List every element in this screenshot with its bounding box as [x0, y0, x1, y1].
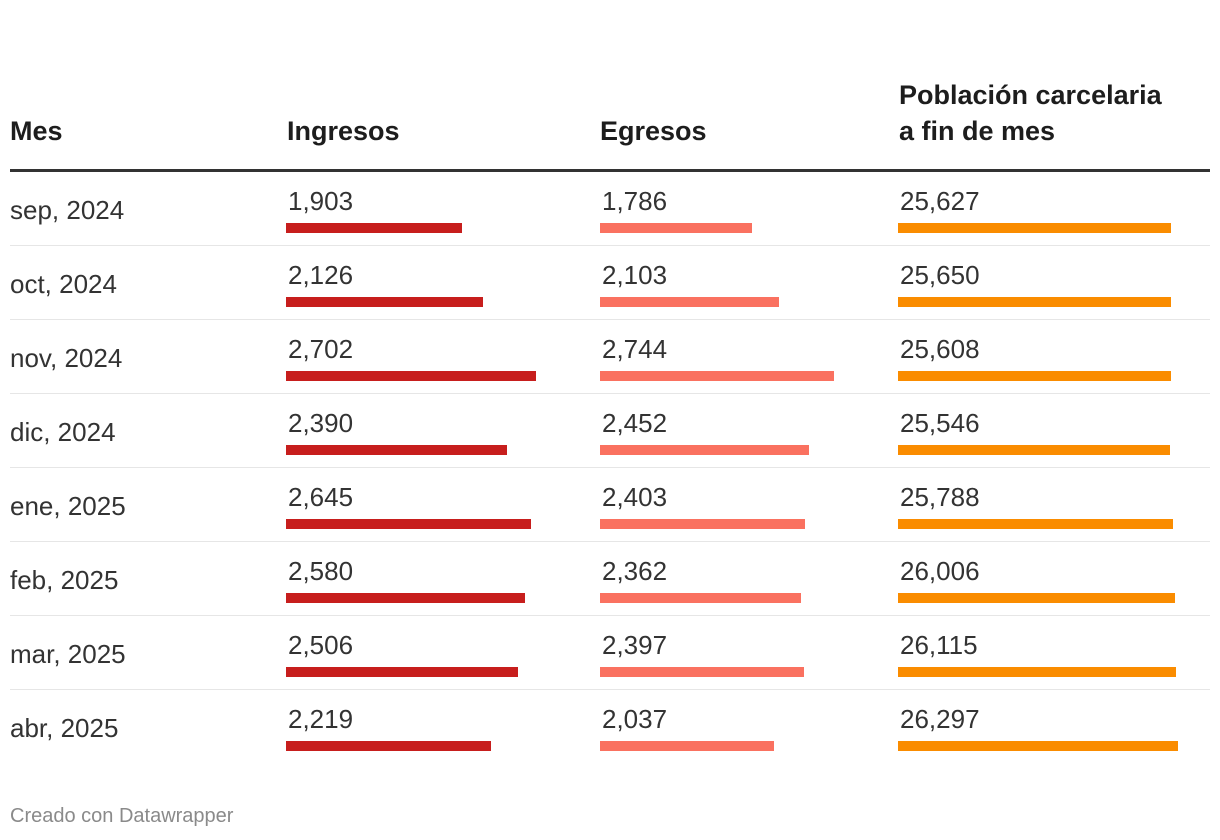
value-label-egresos: 2,103 [602, 260, 668, 290]
cell-egresos: 2,037 [600, 704, 774, 751]
cell-ingresos: 1,903 [286, 186, 462, 233]
cell-poblacion: 26,006 [898, 556, 1175, 603]
cell-egresos: 2,403 [600, 482, 805, 529]
value-label-egresos: 2,744 [602, 334, 668, 364]
column-header-egresos[interactable]: Egresos [600, 116, 707, 146]
bar-egresos [600, 593, 801, 603]
cell-egresos: 2,397 [600, 630, 804, 677]
value-label-ingresos: 2,126 [288, 260, 354, 290]
bar-ingresos [286, 741, 491, 751]
value-label-egresos: 2,452 [602, 408, 668, 438]
bar-egresos [600, 667, 804, 677]
value-label-egresos: 2,362 [602, 556, 668, 586]
value-label-ingresos: 1,903 [288, 186, 354, 216]
cell-egresos: 2,362 [600, 556, 801, 603]
table-row: ene, 2025 2,645 2,403 25,788 [10, 468, 1210, 542]
cell-poblacion: 25,546 [898, 408, 1170, 455]
table-row: feb, 2025 2,580 2,362 26,006 [10, 542, 1210, 616]
table-row: nov, 2024 2,702 2,744 25,608 [10, 320, 1210, 394]
bar-egresos [600, 445, 809, 455]
bar-poblacion [898, 741, 1178, 751]
value-label-ingresos: 2,580 [288, 556, 354, 586]
bar-egresos [600, 223, 752, 233]
column-header-ingresos[interactable]: Ingresos [287, 116, 400, 146]
bar-egresos [600, 371, 834, 381]
value-label-poblacion: 26,115 [900, 630, 978, 660]
cell-mes: feb, 2025 [10, 565, 119, 595]
bar-egresos [600, 297, 779, 307]
bar-poblacion [898, 223, 1171, 233]
bar-poblacion [898, 519, 1173, 529]
cell-ingresos: 2,702 [286, 334, 536, 381]
cell-ingresos: 2,645 [286, 482, 531, 529]
bar-ingresos [286, 223, 462, 233]
bar-poblacion [898, 371, 1171, 381]
bar-poblacion [898, 445, 1170, 455]
table-row: dic, 2024 2,390 2,452 25,546 [10, 394, 1210, 468]
footer-credit: Creado con Datawrapper [10, 805, 234, 827]
table-row: oct, 2024 2,126 2,103 25,650 [10, 246, 1210, 320]
table-header: Mes Ingresos Egresos Población carcelari… [10, 0, 1210, 172]
cell-mes: mar, 2025 [10, 639, 126, 669]
cell-poblacion: 25,650 [898, 260, 1171, 307]
value-label-poblacion: 26,297 [900, 704, 980, 734]
cell-mes: dic, 2024 [10, 417, 116, 447]
bar-ingresos [286, 297, 483, 307]
value-label-poblacion: 25,788 [900, 482, 980, 512]
cell-mes: sep, 2024 [10, 195, 125, 225]
bar-egresos [600, 519, 805, 529]
bar-poblacion [898, 593, 1175, 603]
value-label-egresos: 2,403 [602, 482, 668, 512]
column-header-poblacion[interactable]: Población carcelaria a fin de mes [899, 80, 1162, 146]
cell-egresos: 2,744 [600, 334, 834, 381]
cell-poblacion: 26,297 [898, 704, 1178, 751]
cell-ingresos: 2,390 [286, 408, 507, 455]
table-row: abr, 2025 2,219 2,037 26,297 [10, 690, 1210, 764]
bar-ingresos [286, 667, 518, 677]
cell-ingresos: 2,219 [286, 704, 491, 751]
cell-mes: nov, 2024 [10, 343, 123, 373]
value-label-egresos: 1,786 [602, 186, 668, 216]
cell-ingresos: 2,506 [286, 630, 518, 677]
table-row: sep, 2024 1,903 1,786 25,627 [10, 172, 1210, 246]
bar-ingresos [286, 445, 507, 455]
value-label-egresos: 2,037 [602, 704, 668, 734]
value-label-poblacion: 25,608 [900, 334, 980, 364]
data-table: Mes Ingresos Egresos Población carcelari… [10, 0, 1210, 764]
value-label-ingresos: 2,390 [288, 408, 354, 438]
value-label-poblacion: 25,650 [900, 260, 980, 290]
cell-egresos: 2,103 [600, 260, 779, 307]
value-label-ingresos: 2,702 [288, 334, 354, 364]
value-label-poblacion: 26,006 [900, 556, 980, 586]
cell-poblacion: 26,115 [898, 630, 1176, 677]
value-label-ingresos: 2,645 [288, 482, 354, 512]
cell-poblacion: 25,788 [898, 482, 1173, 529]
table-body: sep, 2024 1,903 1,786 25,627 oct, 2024 2,126 2… [10, 172, 1210, 764]
cell-mes: ene, 2025 [10, 491, 126, 521]
cell-poblacion: 25,627 [898, 186, 1171, 233]
cell-egresos: 1,786 [600, 186, 752, 233]
cell-mes: abr, 2025 [10, 713, 119, 743]
cell-ingresos: 2,126 [286, 260, 483, 307]
cell-ingresos: 2,580 [286, 556, 525, 603]
bar-ingresos [286, 371, 536, 381]
value-label-poblacion: 25,546 [900, 408, 980, 438]
bar-ingresos [286, 519, 531, 529]
column-header-mes[interactable]: Mes [10, 116, 63, 146]
value-label-poblacion: 25,627 [900, 186, 980, 216]
bar-poblacion [898, 297, 1171, 307]
bar-ingresos [286, 593, 525, 603]
bar-poblacion [898, 667, 1176, 677]
cell-poblacion: 25,608 [898, 334, 1171, 381]
table-row: mar, 2025 2,506 2,397 26,115 [10, 616, 1210, 690]
value-label-ingresos: 2,219 [288, 704, 354, 734]
cell-egresos: 2,452 [600, 408, 809, 455]
bar-egresos [600, 741, 774, 751]
value-label-egresos: 2,397 [602, 630, 668, 660]
cell-mes: oct, 2024 [10, 269, 117, 299]
value-label-ingresos: 2,506 [288, 630, 354, 660]
